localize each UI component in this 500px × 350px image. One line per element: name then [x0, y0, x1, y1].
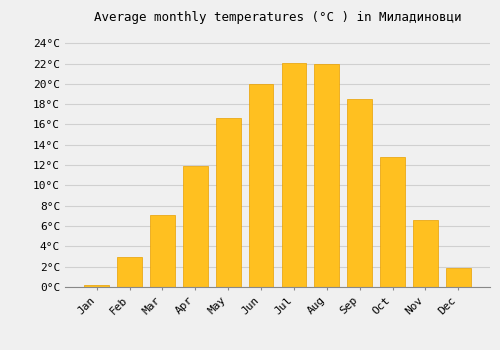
Bar: [248, 84, 274, 287]
Bar: [183, 166, 208, 287]
Bar: [84, 285, 109, 287]
Bar: [446, 268, 470, 287]
Bar: [282, 63, 306, 287]
Bar: [314, 64, 339, 287]
Bar: [150, 215, 174, 287]
Bar: [117, 257, 142, 287]
Bar: [216, 118, 240, 287]
Bar: [413, 220, 438, 287]
Bar: [348, 99, 372, 287]
Title: Average monthly temperatures (°C ) in Миладиновци: Average monthly temperatures (°C ) in Ми…: [94, 11, 461, 24]
Bar: [380, 157, 405, 287]
